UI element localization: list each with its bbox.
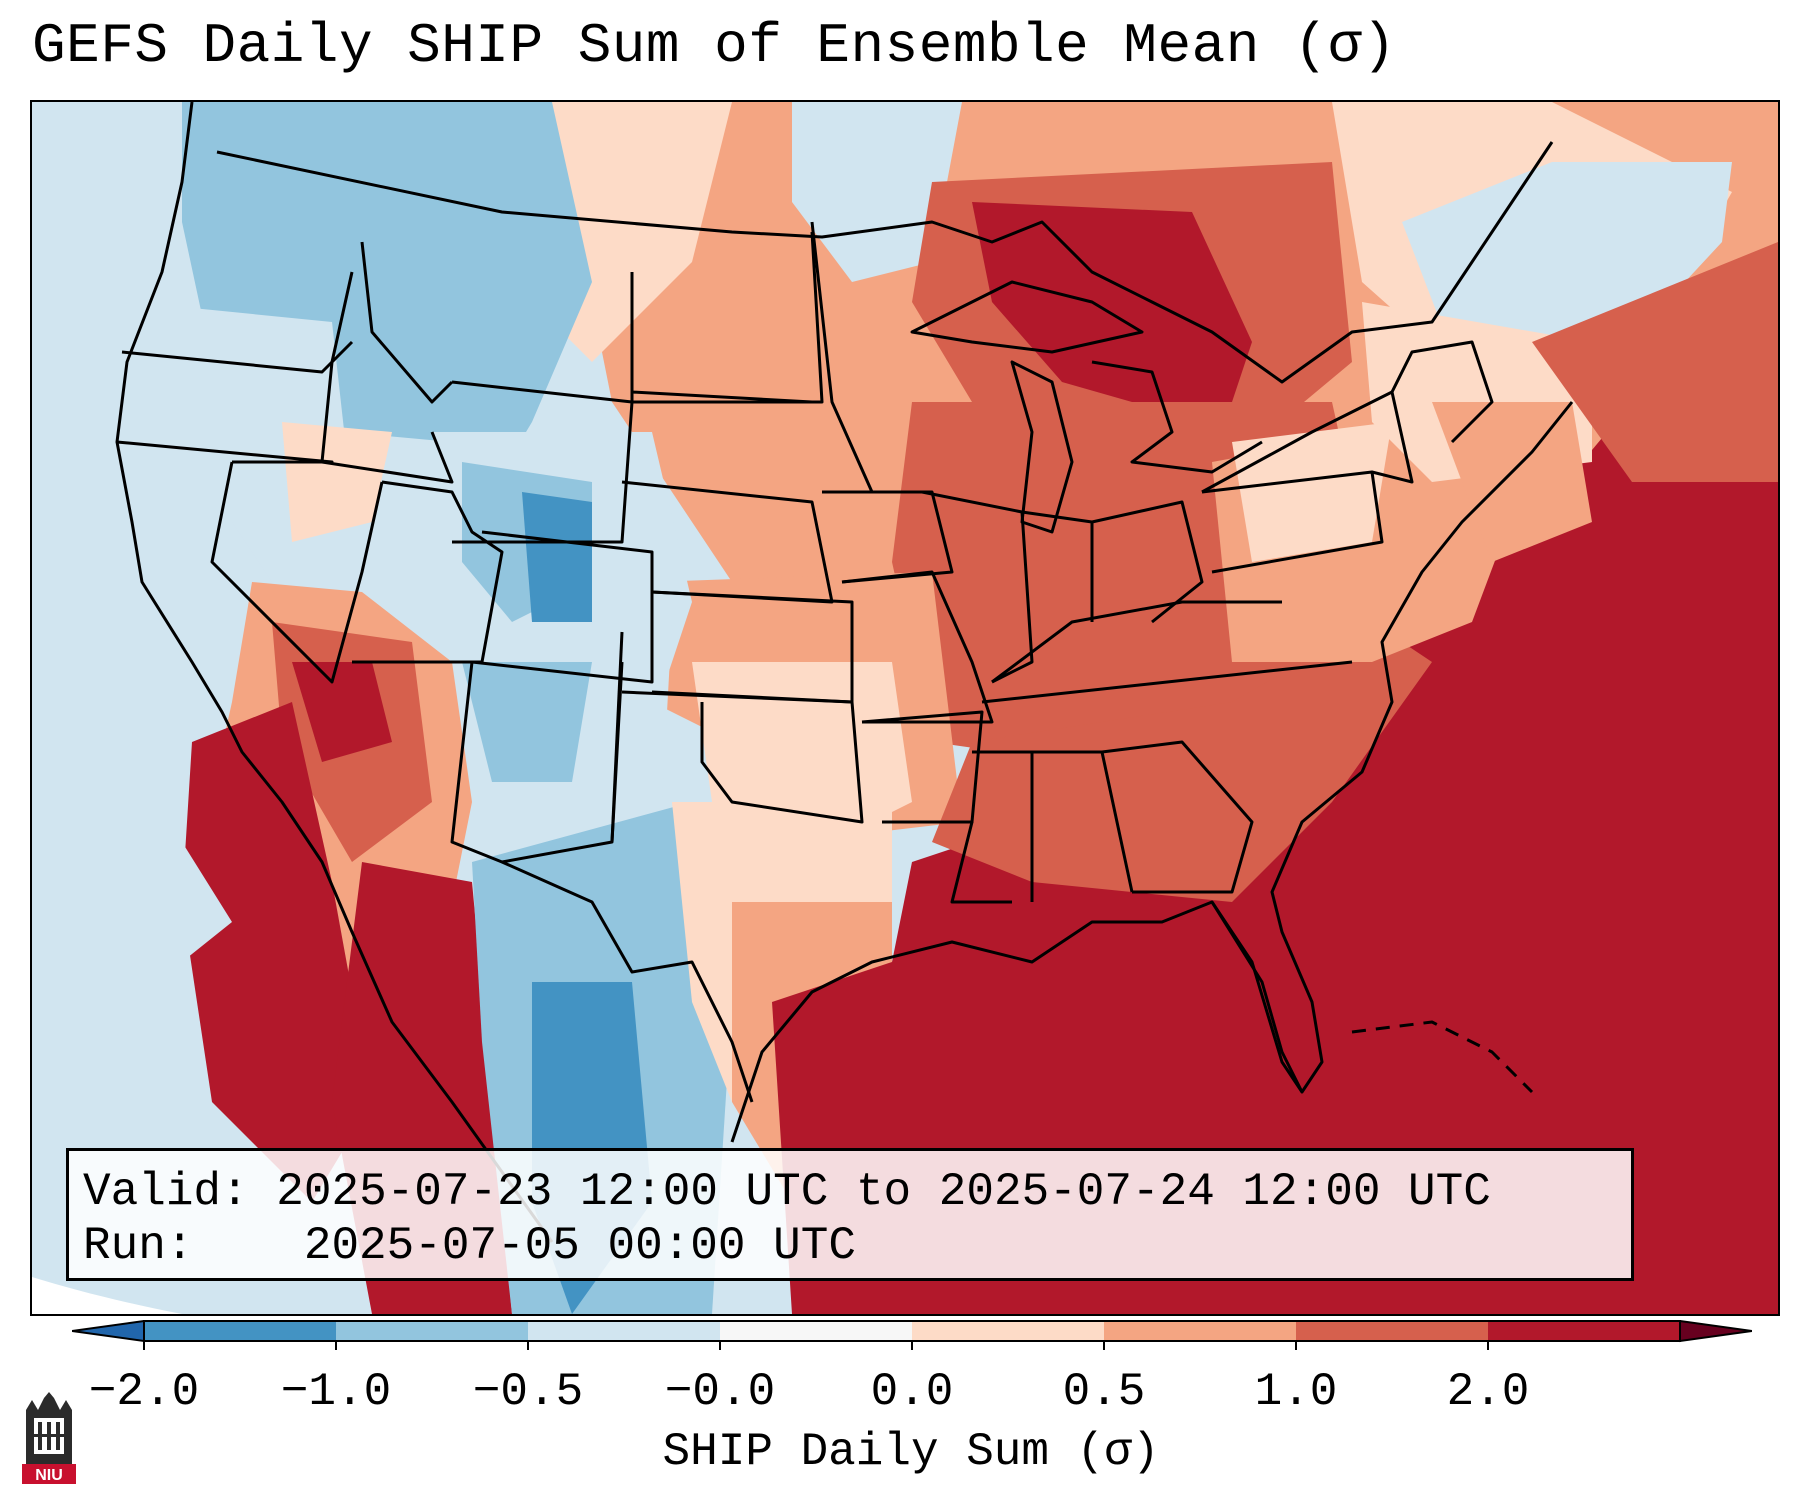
state-line-missouri (841, 570, 994, 724)
colorbar-segment (144, 1321, 336, 1341)
state-line-new-england (1390, 340, 1494, 444)
north-dakota-cool-field (792, 102, 962, 282)
colorbar-segment (1296, 1321, 1488, 1341)
coastal-new-england-field (1432, 402, 1592, 562)
colorbar-tick-label: −0.0 (664, 1366, 776, 1418)
state-line-colorado (471, 530, 654, 684)
map-panel (30, 100, 1780, 1316)
valid-label: Valid: (83, 1166, 249, 1218)
boundaries-layer (115, 102, 1574, 1243)
colorbar-tick-label: 0.0 (870, 1366, 954, 1418)
colorbar-extend-low (72, 1320, 145, 1343)
svg-text:NIU: NIU (35, 1467, 63, 1484)
cuba-outline (1351, 1020, 1534, 1094)
colorbar-tick-label: −0.5 (472, 1366, 584, 1418)
state-line-wyoming (451, 380, 634, 544)
lake-michigan (1010, 360, 1074, 534)
arizona-hot-patch (292, 662, 392, 762)
colorbar-tick-label: 1.0 (1254, 1366, 1338, 1418)
state-line-ohio (1091, 500, 1204, 624)
lake-superior (910, 280, 1144, 354)
colorbar-segment (720, 1321, 912, 1341)
colorbar-segment (1488, 1321, 1680, 1341)
colorbar-label: SHIP Daily Sum (σ) (662, 1426, 1160, 1478)
baja-field (182, 702, 372, 1202)
run-label: Run: (83, 1220, 194, 1272)
colorbar-segment (1104, 1321, 1296, 1341)
state-line-tennessee (981, 660, 1353, 704)
west-coast (115, 102, 554, 1243)
canada-border (216, 141, 1554, 384)
valid-value: 2025-07-23 12:00 UTC to 2025-07-24 12:00… (276, 1166, 1491, 1218)
state-line-georgia (1101, 740, 1254, 894)
pacific-patch (32, 842, 232, 962)
valid-time-box: Valid: 2025-07-23 12:00 UTC to 2025-07-2… (66, 1148, 1634, 1281)
run-value: 2025-07-05 00:00 UTC (303, 1220, 856, 1272)
florida (1210, 901, 1304, 1093)
colorbar-segment (528, 1321, 720, 1341)
colorado-core-field (522, 492, 592, 622)
colorbar-tick-label: 0.5 (1062, 1366, 1146, 1418)
state-line-nm-tx (610, 631, 624, 843)
niu-logo-icon: NIU (22, 1392, 76, 1484)
state-line-idaho (320, 271, 454, 484)
gulf-coast (730, 401, 1574, 1143)
northern-rockies-field (182, 102, 592, 522)
colorbar-tick-label: −2.0 (88, 1366, 200, 1418)
gulf-of-maine-field (1532, 242, 1778, 482)
map-canvas (32, 102, 1778, 1314)
state-line-illinois (921, 490, 1034, 684)
pennsylvania-light-field (1232, 422, 1392, 562)
colorbar-segment (912, 1321, 1104, 1341)
colorbar-tick-label: 2.0 (1446, 1366, 1530, 1418)
state-line-montana (360, 241, 454, 404)
field-layer (32, 102, 1778, 1314)
colorbar-segment (336, 1321, 528, 1341)
southeast-field (932, 622, 1432, 902)
new-mexico-cool-patch (462, 662, 592, 782)
colorbar (72, 1320, 1752, 1350)
nevada-warm-patch (282, 422, 392, 542)
state-line-dakotas (630, 231, 824, 404)
map-title: GEFS Daily SHIP Sum of Ensemble Mean (σ) (32, 14, 1397, 78)
state-line-nevada (210, 461, 384, 684)
state-line-oklahoma (621, 690, 864, 824)
state-line-nd-sd (631, 390, 813, 404)
colorbar-extend-high (1679, 1320, 1752, 1343)
state-line-pennsylvania (1201, 470, 1384, 574)
state-line-oregon-wa (121, 340, 354, 374)
lake-huron-erie (1091, 360, 1263, 474)
colorbar-tick-label: −1.0 (280, 1366, 392, 1418)
state-line-louisiana (882, 820, 1012, 904)
state-line-or-ca (116, 440, 334, 464)
rio-grande (501, 860, 754, 1103)
